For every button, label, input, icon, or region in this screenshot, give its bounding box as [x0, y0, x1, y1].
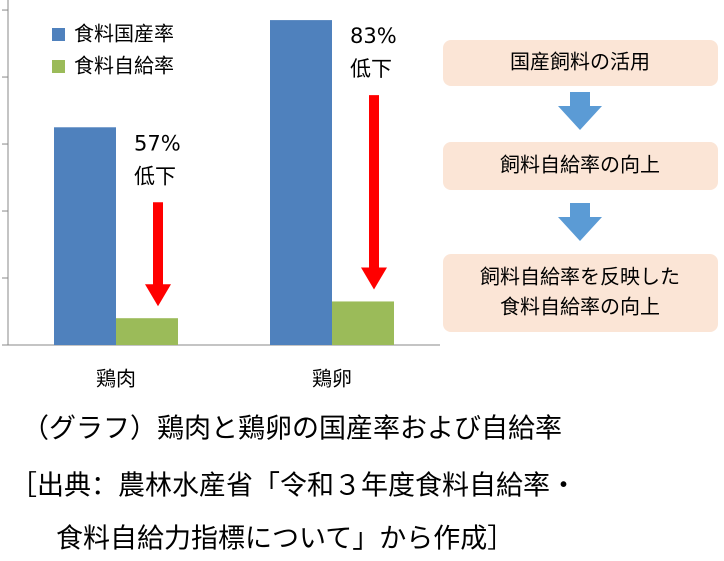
drop-arrow: [145, 202, 171, 307]
bar: [332, 301, 394, 345]
flow-box: [443, 40, 718, 86]
legend-swatch: [52, 60, 65, 73]
flow-label: 国産飼料の活用: [510, 50, 650, 74]
caption-line: ［出典：農林水産省「令和３年度食料自給率・: [10, 471, 577, 502]
flow-box: [443, 254, 718, 332]
annotation: 低下: [350, 57, 392, 81]
flow-box: [443, 142, 718, 190]
legend-swatch: [52, 28, 65, 41]
bar: [270, 20, 332, 346]
drop-arrow: [361, 95, 387, 290]
flow-label: 飼料自給率を反映した: [480, 265, 680, 289]
legend-label: 食料国産率: [74, 22, 174, 46]
annotation: 低下: [134, 164, 176, 188]
caption-line: （グラフ）鶏肉と鶏卵の国産率および自給率: [22, 414, 562, 445]
bar: [116, 318, 178, 345]
flow-arrows: [558, 92, 602, 241]
caption-line: 食料自給力指標について」から作成］: [56, 524, 514, 555]
annotation: 83%: [350, 24, 397, 48]
flow-label: 飼料自給率の向上: [500, 153, 660, 177]
legend-label: 食料自給率: [74, 54, 174, 78]
flow-label: 食料自給率の向上: [500, 295, 660, 319]
annotation: 57%: [134, 131, 181, 155]
x-tick-label: 鶏卵: [312, 367, 352, 391]
x-tick-label: 鶏肉: [96, 367, 136, 391]
bar: [54, 127, 116, 345]
